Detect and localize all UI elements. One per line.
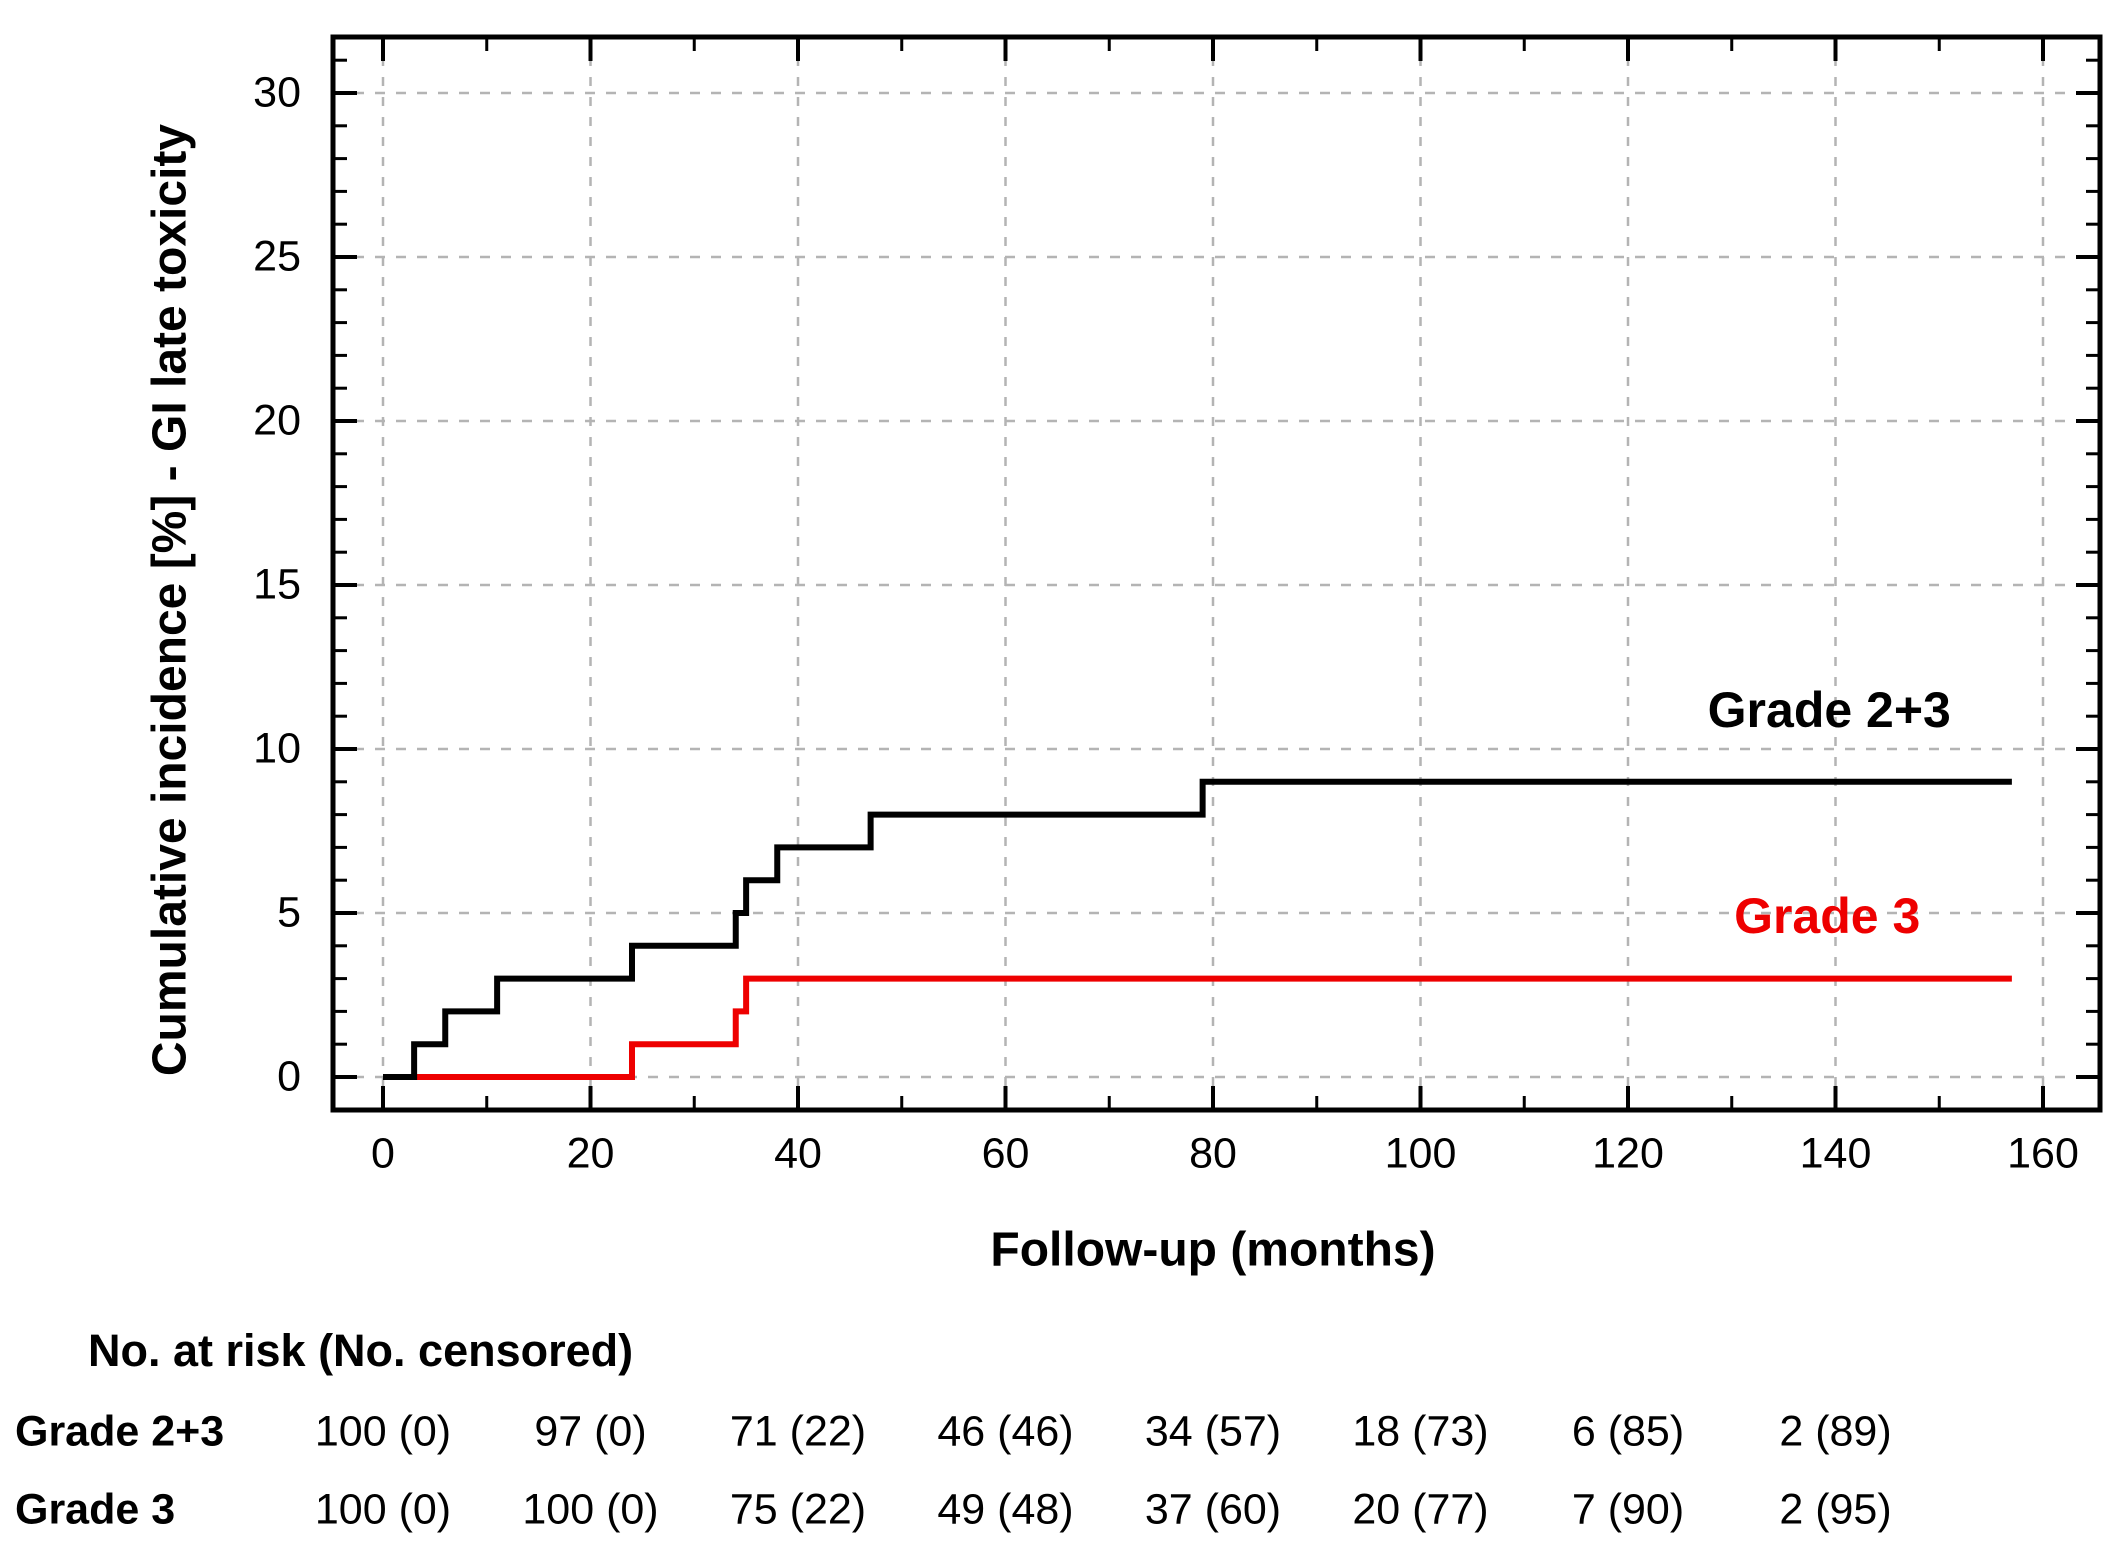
- x-tick-label: 40: [774, 1129, 822, 1178]
- x-tick-label: 20: [566, 1129, 615, 1178]
- y-tick-label: 30: [253, 68, 301, 117]
- x-tick-label: 160: [2007, 1129, 2079, 1178]
- x-tick-label: 0: [371, 1129, 395, 1178]
- x-tick-label: 80: [1189, 1129, 1237, 1178]
- risk-cell: 100 (0): [314, 1485, 452, 1534]
- series-label-grade-2-3: Grade 2+3: [1707, 681, 1951, 738]
- risk-cell: 46 (46): [937, 1407, 1074, 1456]
- x-tick-label: 140: [1799, 1129, 1872, 1178]
- y-tick-label: 20: [253, 396, 301, 445]
- gridlines: [333, 37, 2100, 1110]
- plot-frame: [330, 34, 2103, 1113]
- y-tick-label: 15: [253, 560, 301, 609]
- y-tick-label: 25: [253, 232, 301, 281]
- x-tick-label: 100: [1384, 1129, 1457, 1178]
- risk-cell: 100 (0): [314, 1407, 452, 1456]
- y-tick-label: 0: [277, 1052, 301, 1101]
- risk-cell: 34 (57): [1144, 1407, 1282, 1456]
- x-axis-title: Follow-up (months): [990, 1223, 1436, 1277]
- y-axis-title: Cumulative incidence [%] - GI late toxic…: [143, 123, 197, 1077]
- risk-row-label: Grade 3: [15, 1485, 176, 1534]
- x-tick-label: 60: [981, 1129, 1030, 1178]
- series-line-grade-3: [383, 975, 2012, 1080]
- risk-cell: 75 (22): [729, 1485, 867, 1534]
- x-tick-label: 120: [1592, 1129, 1664, 1178]
- series-label-grade-3: Grade 3: [1734, 888, 1921, 945]
- risk-cell: 18 (73): [1352, 1407, 1489, 1456]
- y-tick-label: 10: [253, 724, 301, 773]
- plot-frame-border: [330, 34, 2103, 1113]
- risk-cell: 100 (0): [522, 1485, 659, 1534]
- y-tick-label: 5: [277, 888, 301, 937]
- risk-cell: 37 (60): [1144, 1485, 1282, 1534]
- series-line-grade-2-3: [383, 778, 2012, 1080]
- risk-cell: 49 (48): [937, 1485, 1074, 1534]
- risk-cell: 2 (95): [1779, 1485, 1892, 1534]
- risk-cell: 97 (0): [534, 1407, 647, 1456]
- risk-cell: 71 (22): [729, 1407, 867, 1456]
- risk-cell: 7 (90): [1571, 1485, 1685, 1534]
- series-curves: [383, 778, 2012, 1080]
- risk-row-label: Grade 2+3: [15, 1407, 225, 1456]
- risk-table-header: No. at risk (No. censored): [88, 1325, 634, 1376]
- risk-cell: 6 (85): [1571, 1407, 1685, 1456]
- risk-cell: 2 (89): [1779, 1407, 1892, 1456]
- risk-cell: 20 (77): [1352, 1485, 1489, 1534]
